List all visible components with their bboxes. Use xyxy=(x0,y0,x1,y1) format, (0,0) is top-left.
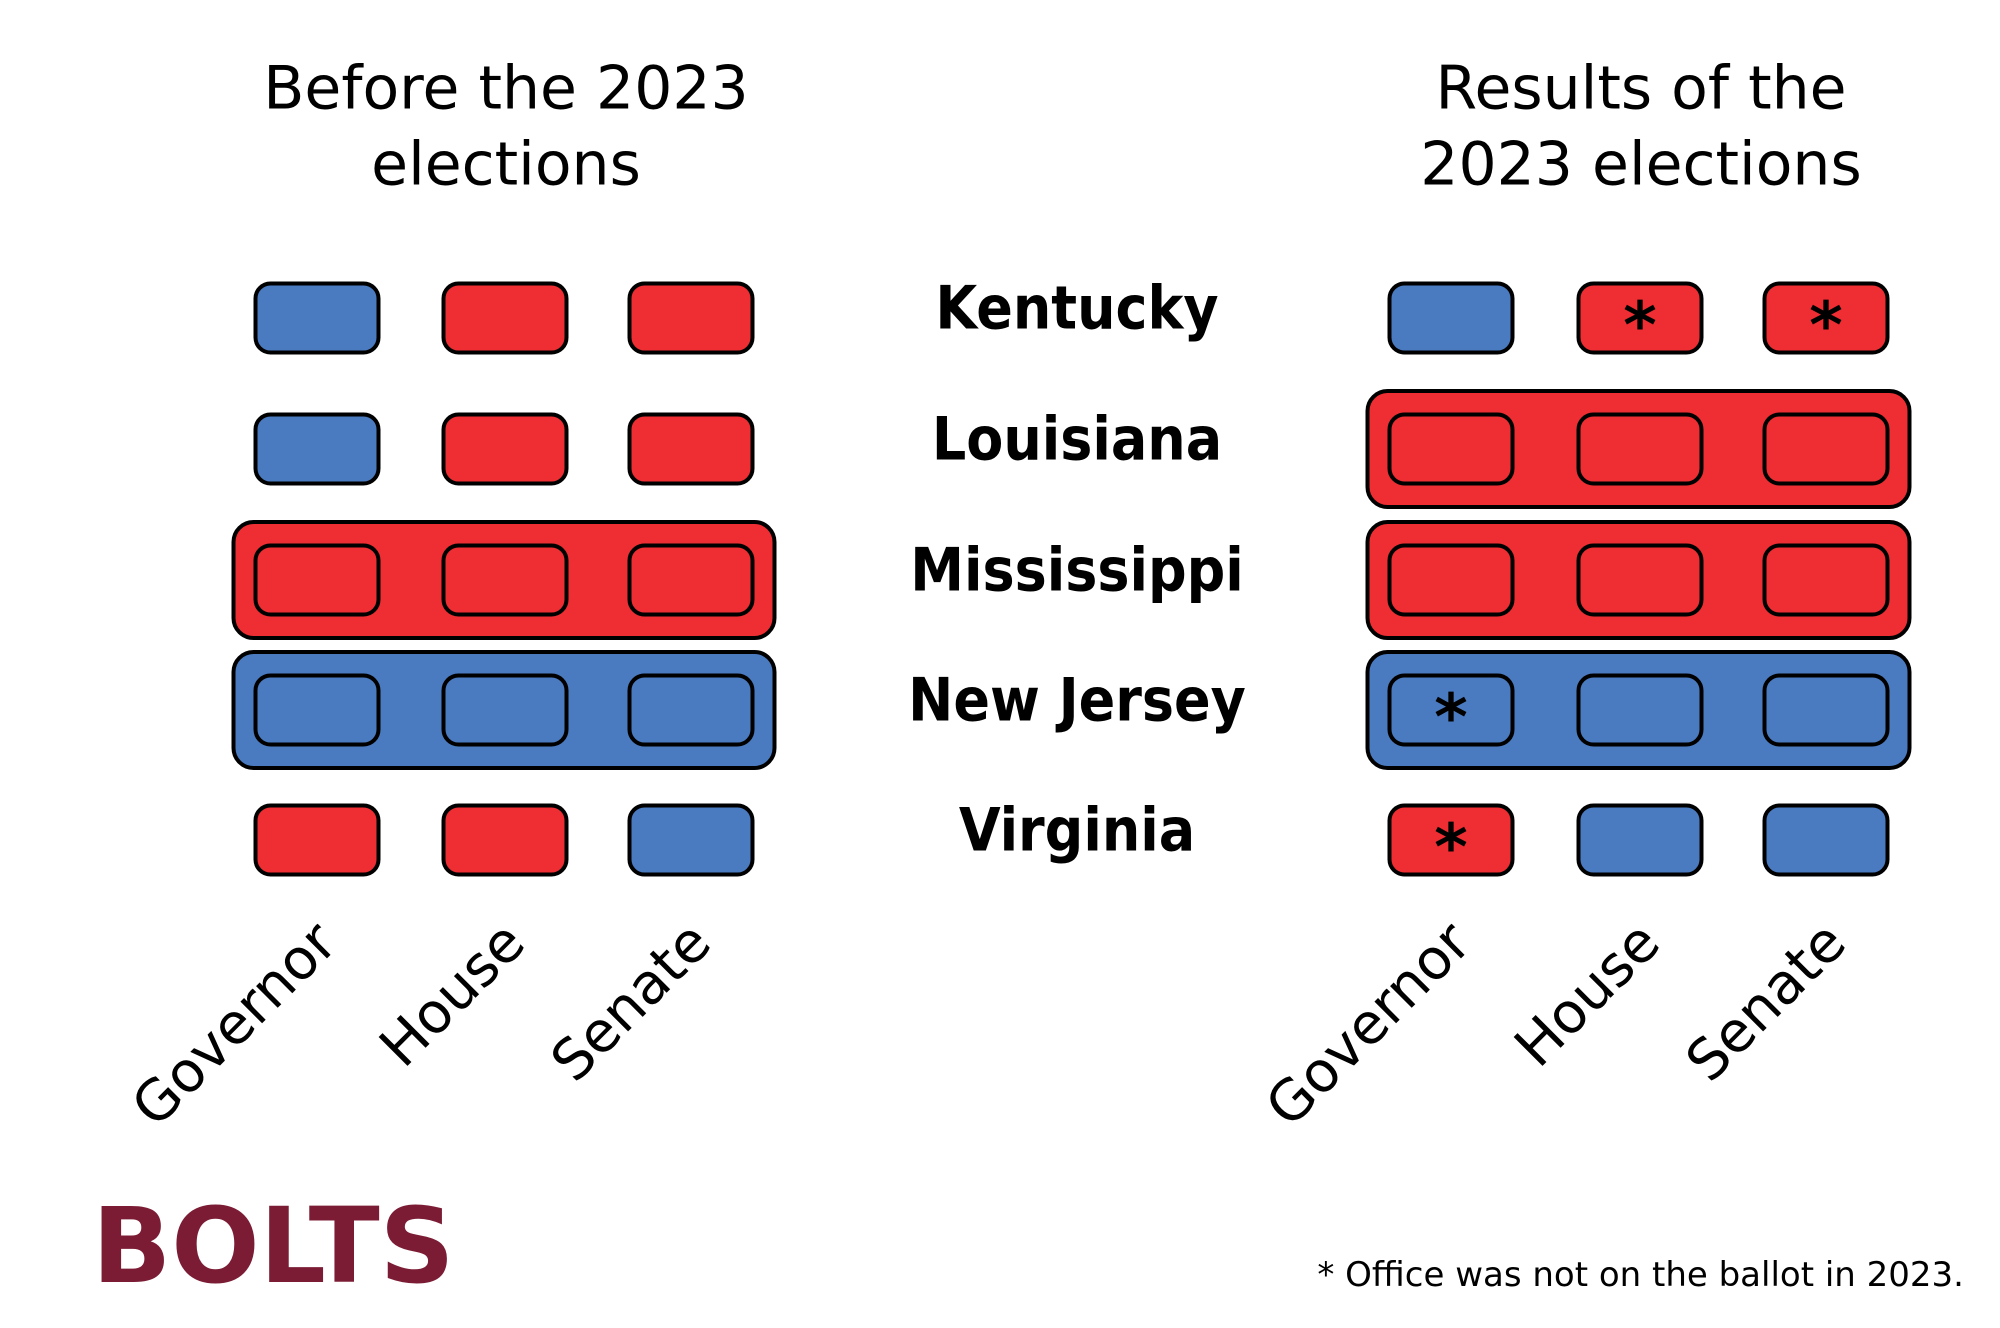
office-cell xyxy=(441,543,569,617)
off-ballot-marker: * xyxy=(1434,682,1467,756)
state-label: New Jersey xyxy=(908,666,1246,736)
office-cell xyxy=(1576,543,1704,617)
office-cell xyxy=(441,673,569,747)
office-cell xyxy=(441,412,569,486)
office-label: House xyxy=(1503,910,1673,1080)
office-cell xyxy=(1387,412,1515,486)
office-cell xyxy=(1762,803,1890,877)
office-cell xyxy=(441,281,569,355)
off-ballot-marker: * xyxy=(1623,290,1656,364)
office-cell xyxy=(1576,281,1704,355)
office-cell xyxy=(253,803,381,877)
office-cell xyxy=(441,803,569,877)
office-cell xyxy=(253,281,381,355)
office-label: Governor xyxy=(120,909,351,1140)
office-label: Senate xyxy=(1674,910,1859,1095)
state-label: Kentucky xyxy=(935,274,1218,344)
office-cell xyxy=(627,412,755,486)
office-cell xyxy=(627,673,755,747)
off-ballot-marker: * xyxy=(1809,290,1842,364)
state-label: Louisiana xyxy=(932,405,1222,475)
off-ballot-marker: * xyxy=(1434,812,1467,886)
office-cell xyxy=(627,543,755,617)
state-label: Mississippi xyxy=(910,536,1244,606)
office-label: Governor xyxy=(1254,909,1485,1140)
logo: BOLTS xyxy=(92,1185,455,1307)
footnote: * Office was not on the ballot in 2023. xyxy=(1317,1255,1964,1295)
office-cell xyxy=(253,543,381,617)
office-cell xyxy=(627,281,755,355)
office-label: House xyxy=(368,910,538,1080)
office-cell xyxy=(1387,803,1515,877)
office-cell xyxy=(1387,673,1515,747)
office-label: Senate xyxy=(539,910,724,1095)
office-cell xyxy=(253,673,381,747)
office-cell xyxy=(1576,412,1704,486)
office-cell xyxy=(1762,412,1890,486)
office-cell xyxy=(253,412,381,486)
panel-title: 2023 elections xyxy=(1420,130,1861,200)
panel-title: Before the 2023 xyxy=(263,54,748,124)
state-label: Virginia xyxy=(959,796,1195,866)
office-cell xyxy=(1387,543,1515,617)
office-cell xyxy=(1387,281,1515,355)
office-cell xyxy=(627,803,755,877)
panel-title: elections xyxy=(371,130,641,200)
office-cell xyxy=(1762,543,1890,617)
office-cell xyxy=(1762,281,1890,355)
office-cell xyxy=(1576,673,1704,747)
office-cell xyxy=(1576,803,1704,877)
office-cell xyxy=(1762,673,1890,747)
panel-title: Results of the xyxy=(1435,54,1846,124)
